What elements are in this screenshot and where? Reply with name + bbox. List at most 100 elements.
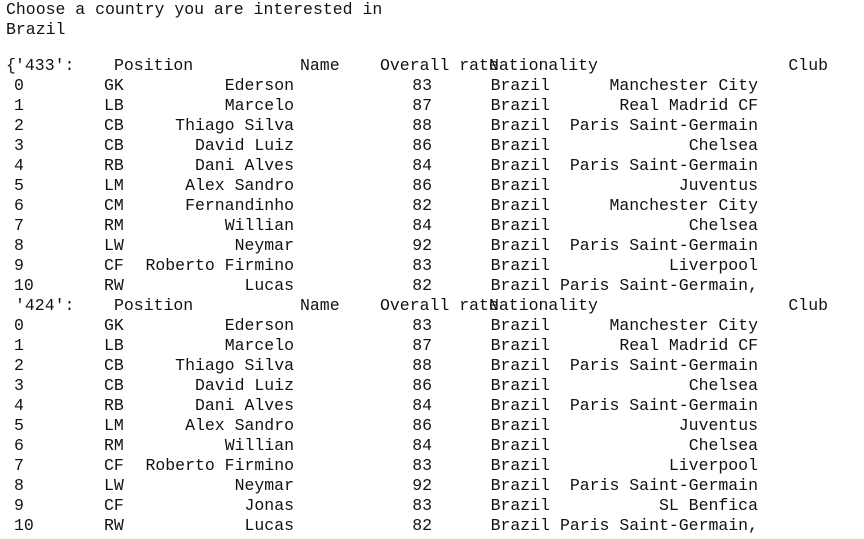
header-club: Club: [788, 56, 828, 75]
row-index: 9: [14, 496, 24, 515]
position-cell: RM: [104, 216, 124, 235]
overall-rate-cell: 83: [412, 316, 432, 335]
nationality-cell: Brazil: [490, 236, 550, 255]
position-cell: CB: [104, 116, 124, 135]
table-row: 9 CF Jonas 83 Brazil SL Benfica: [0, 496, 864, 516]
prompt-text: Choose a country you are interested in: [6, 0, 383, 19]
name-cell: Roberto Firmino: [145, 456, 294, 475]
header-nationality: Nationality: [489, 56, 598, 75]
nationality-cell: Brazil: [490, 456, 550, 475]
nationality-cell: Brazil: [490, 176, 550, 195]
position-cell: CB: [104, 356, 124, 375]
overall-rate-cell: 88: [412, 356, 432, 375]
row-index: 10: [14, 516, 34, 535]
name-cell: Roberto Firmino: [145, 256, 294, 275]
position-cell: CF: [104, 256, 124, 275]
nationality-cell: Brazil: [490, 216, 550, 235]
header-overall-rate: Overall rate: [380, 56, 499, 75]
club-cell: Paris Saint-Germain: [569, 236, 758, 255]
row-index: 7: [14, 456, 24, 475]
position-cell: GK: [104, 316, 124, 335]
name-cell: Thiago Silva: [175, 116, 294, 135]
club-cell: Paris Saint-Germain,: [559, 276, 758, 295]
overall-rate-cell: 84: [412, 156, 432, 175]
position-cell: CB: [104, 376, 124, 395]
overall-rate-cell: 82: [412, 516, 432, 535]
club-cell: Paris Saint-Germain: [569, 116, 758, 135]
overall-rate-cell: 84: [412, 436, 432, 455]
table-row: 5 LM Alex Sandro 86 Brazil Juventus: [0, 176, 864, 196]
overall-rate-cell: 83: [412, 76, 432, 95]
name-cell: Marcelo: [224, 336, 294, 355]
table-row: 7 RM Willian 84 Brazil Chelsea: [0, 216, 864, 236]
nationality-cell: Brazil: [490, 516, 550, 535]
row-index: 8: [14, 476, 24, 495]
position-cell: LM: [104, 416, 124, 435]
header-position: Position: [114, 56, 194, 75]
overall-rate-cell: 84: [412, 396, 432, 415]
dict-open-brace: {: [6, 56, 16, 75]
nationality-cell: Brazil: [490, 136, 550, 155]
nationality-cell: Brazil: [490, 496, 550, 515]
name-cell: Ederson: [224, 316, 294, 335]
overall-rate-cell: 86: [412, 176, 432, 195]
row-index: 8: [14, 236, 24, 255]
table-row: 7 CF Roberto Firmino 83 Brazil Liverpool: [0, 456, 864, 476]
name-cell: Lucas: [244, 276, 294, 295]
position-cell: LW: [104, 236, 124, 255]
dataframe-header-row: { '433': Position Name Overall rate Nati…: [0, 56, 864, 76]
header-overall-rate: Overall rate: [380, 296, 499, 315]
overall-rate-cell: 92: [412, 476, 432, 495]
name-cell: Willian: [224, 216, 294, 235]
row-index: 2: [14, 356, 24, 375]
name-cell: Dani Alves: [194, 156, 294, 175]
name-cell: Fernandinho: [185, 196, 294, 215]
nationality-cell: Brazil: [490, 356, 550, 375]
name-cell: David Luiz: [194, 376, 294, 395]
header-position: Position: [114, 296, 194, 315]
table-row: 0 GK Ederson 83 Brazil Manchester City: [0, 76, 864, 96]
nationality-cell: Brazil: [490, 316, 550, 335]
row-index: 5: [14, 416, 24, 435]
position-cell: LB: [104, 96, 124, 115]
table-row: 4 RB Dani Alves 84 Brazil Paris Saint-Germain: [0, 396, 864, 416]
club-cell: Chelsea: [688, 216, 758, 235]
club-cell: Paris Saint-Germain: [569, 476, 758, 495]
nationality-cell: Brazil: [490, 116, 550, 135]
user-input-text: Brazil: [6, 20, 66, 39]
club-cell: Real Madrid CF: [619, 336, 758, 355]
nationality-cell: Brazil: [490, 416, 550, 435]
table-row: 8 LW Neymar 92 Brazil Paris Saint-Germain: [0, 476, 864, 496]
club-cell: Paris Saint-Germain,: [559, 516, 758, 535]
row-index: 4: [14, 396, 24, 415]
overall-rate-cell: 82: [412, 196, 432, 215]
overall-rate-cell: 87: [412, 336, 432, 355]
header-nationality: Nationality: [489, 296, 598, 315]
overall-rate-cell: 82: [412, 276, 432, 295]
nationality-cell: Brazil: [490, 396, 550, 415]
overall-rate-cell: 86: [412, 376, 432, 395]
name-cell: Dani Alves: [194, 396, 294, 415]
club-cell: Real Madrid CF: [619, 96, 758, 115]
name-cell: Lucas: [244, 516, 294, 535]
row-index: 0: [14, 76, 24, 95]
nationality-cell: Brazil: [490, 196, 550, 215]
club-cell: Chelsea: [688, 376, 758, 395]
row-index: 10: [14, 276, 34, 295]
row-index: 4: [14, 156, 24, 175]
name-cell: Neymar: [234, 236, 294, 255]
nationality-cell: Brazil: [490, 96, 550, 115]
table-row: 3 CB David Luiz 86 Brazil Chelsea: [0, 136, 864, 156]
club-cell: Manchester City: [609, 316, 758, 335]
position-cell: LB: [104, 336, 124, 355]
club-cell: SL Benfica: [658, 496, 758, 515]
club-cell: Paris Saint-Germain: [569, 396, 758, 415]
club-cell: Juventus: [678, 176, 758, 195]
club-cell: Manchester City: [609, 76, 758, 95]
name-cell: Neymar: [234, 476, 294, 495]
row-index: 5: [14, 176, 24, 195]
table-row: 10 RW Lucas 82 Brazil Paris Saint-Germain,: [0, 516, 864, 536]
club-cell: Manchester City: [609, 196, 758, 215]
club-cell: Juventus: [678, 416, 758, 435]
overall-rate-cell: 86: [412, 136, 432, 155]
